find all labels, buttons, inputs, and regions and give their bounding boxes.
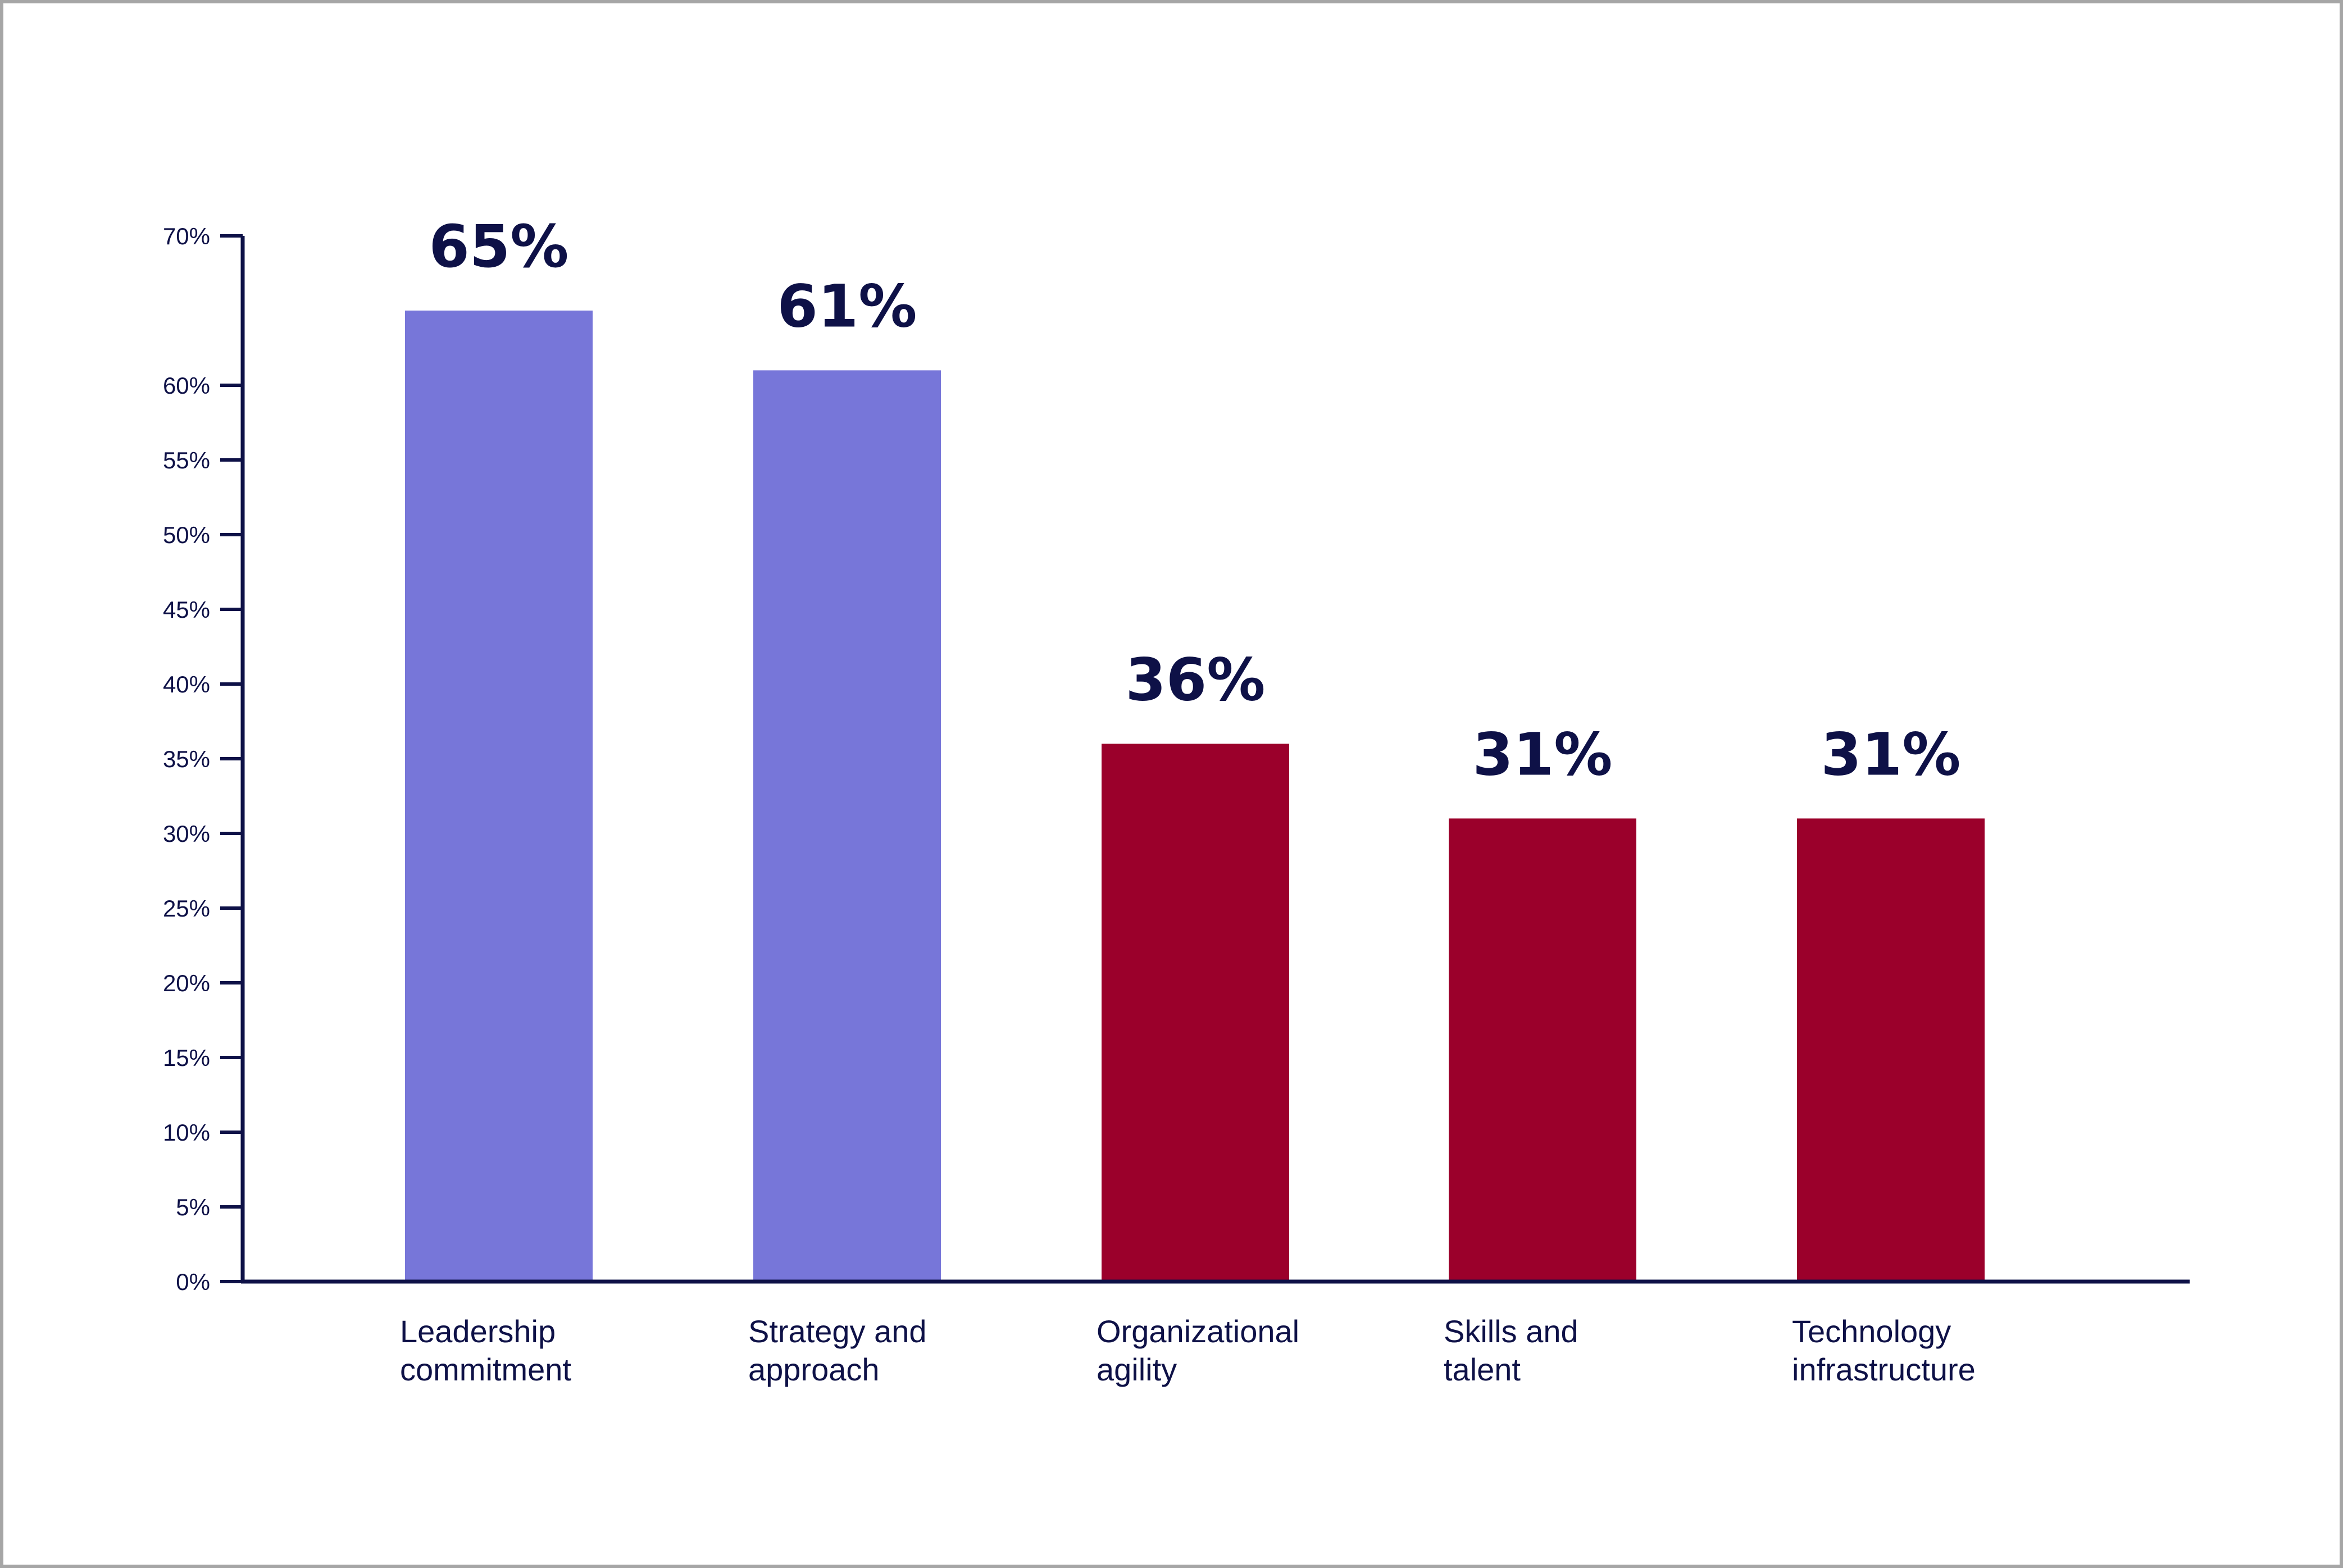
category-label-4: Skills and talent — [1444, 1314, 1578, 1387]
y-tick-label-10: 50% — [163, 522, 210, 548]
y-tick-label-12: 60% — [163, 372, 210, 399]
y-tick-label-1: 5% — [176, 1194, 210, 1220]
data-label-1: 65% — [429, 212, 569, 281]
data-label-5: 31% — [1821, 720, 1961, 788]
y-tick-label-7: 35% — [163, 746, 210, 772]
category-label-3: Organizational agility — [1097, 1314, 1299, 1387]
y-tick-label-8: 40% — [163, 671, 210, 698]
bar-4 — [1449, 818, 1636, 1282]
data-label-4: 31% — [1473, 720, 1613, 788]
data-label-2: 61% — [777, 272, 917, 340]
y-tick-label-9: 45% — [163, 596, 210, 623]
bar-2 — [753, 370, 941, 1282]
bar-3 — [1102, 744, 1289, 1282]
y-tick-label-11: 55% — [163, 447, 210, 473]
data-label-3: 36% — [1126, 645, 1266, 714]
y-tick-label-2: 10% — [163, 1119, 210, 1146]
bar-5 — [1797, 818, 1985, 1282]
y-tick-label-0: 0% — [176, 1269, 210, 1295]
y-tick-label-4: 20% — [163, 970, 210, 996]
y-tick-label-13: 70% — [163, 223, 210, 249]
category-label-2: Strategy and approach — [748, 1314, 927, 1387]
bar-1 — [405, 311, 593, 1282]
category-label-1: Leadership commitment — [400, 1314, 571, 1387]
y-tick-label-5: 25% — [163, 895, 210, 922]
y-tick-label-6: 30% — [163, 821, 210, 847]
category-label-5: Technology infrastructure — [1792, 1314, 1976, 1387]
y-tick-label-3: 15% — [163, 1045, 210, 1071]
